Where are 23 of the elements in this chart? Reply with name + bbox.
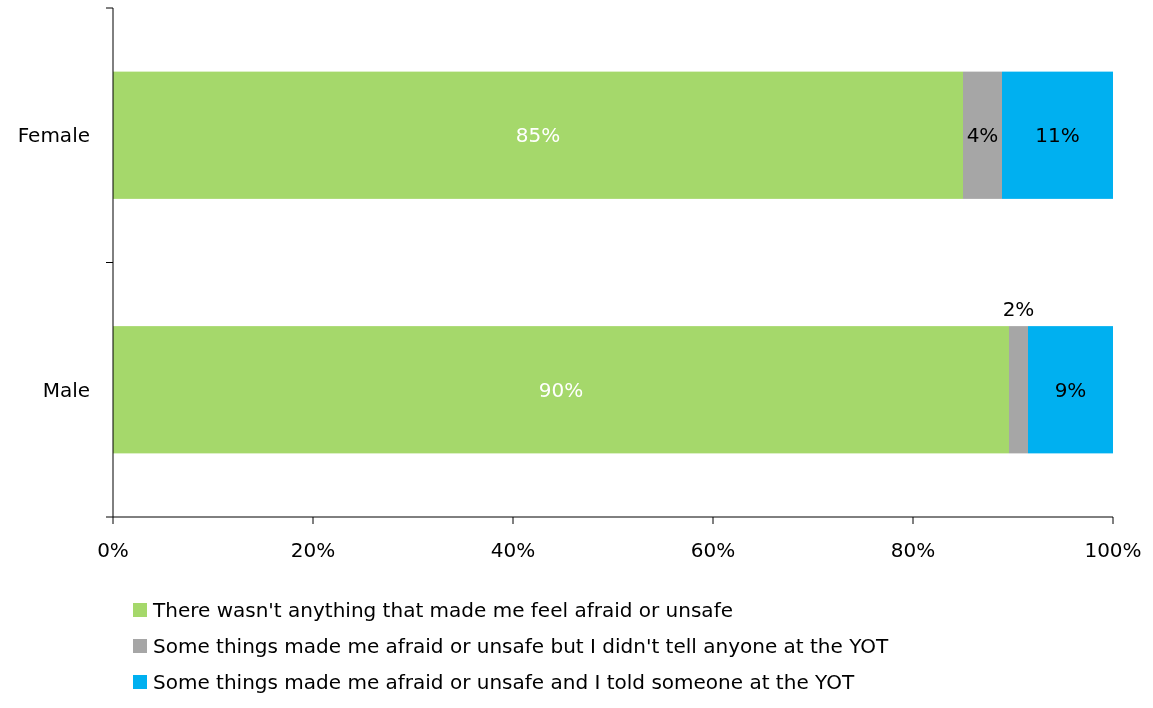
- bar: [963, 71, 1002, 199]
- data-label: 11%: [1035, 123, 1080, 148]
- data-label: 90%: [538, 377, 584, 402]
- x-tick-label: 0%: [97, 538, 129, 562]
- bar: [1028, 326, 1113, 454]
- bar: [1002, 71, 1113, 199]
- legend-label: Some things made me afraid or unsafe and I told someone at the YOT: [153, 670, 855, 694]
- legend-label: There wasn't anything that made me feel afraid or unsafe: [152, 598, 733, 622]
- y-tick-label: Male: [42, 377, 90, 402]
- data-label: 85%: [515, 123, 561, 148]
- x-tick-label: 40%: [490, 538, 536, 562]
- x-tick-label: 60%: [690, 538, 736, 562]
- data-label: 2%: [1002, 297, 1035, 322]
- bar: [113, 326, 1009, 454]
- x-tick-label: 20%: [290, 538, 336, 562]
- x-tick-label: 80%: [890, 538, 936, 562]
- data-label: 9%: [1054, 377, 1087, 402]
- bar: [1009, 326, 1028, 454]
- y-tick-label: Female: [17, 123, 90, 148]
- data-label: 4%: [966, 123, 999, 148]
- x-tick-label: 100%: [1084, 538, 1142, 562]
- legend-label: Some things made me afraid or unsafe but I didn't tell anyone at the YOT: [153, 634, 890, 658]
- bar: [113, 71, 963, 199]
